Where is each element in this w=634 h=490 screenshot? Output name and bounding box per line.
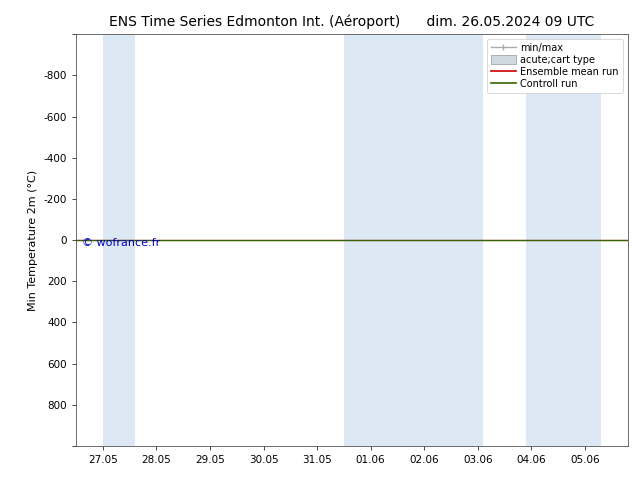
- Y-axis label: Min Temperature 2m (°C): Min Temperature 2m (°C): [28, 170, 38, 311]
- Title: ENS Time Series Edmonton Int. (Aéroport)      dim. 26.05.2024 09 UTC: ENS Time Series Edmonton Int. (Aéroport)…: [109, 15, 595, 29]
- Bar: [103, 34, 135, 446]
- Legend: min/max, acute;cart type, Ensemble mean run, Controll run: min/max, acute;cart type, Ensemble mean …: [488, 39, 623, 93]
- Bar: [451, 34, 483, 446]
- Bar: [398, 34, 451, 446]
- Bar: [558, 34, 601, 446]
- Bar: [526, 34, 558, 446]
- Text: © wofrance.fr: © wofrance.fr: [82, 238, 160, 248]
- Bar: [344, 34, 398, 446]
